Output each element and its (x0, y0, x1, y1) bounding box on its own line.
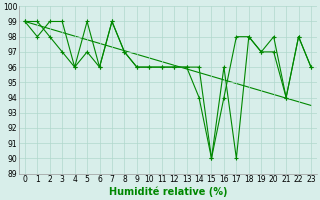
X-axis label: Humidité relative (%): Humidité relative (%) (109, 187, 227, 197)
